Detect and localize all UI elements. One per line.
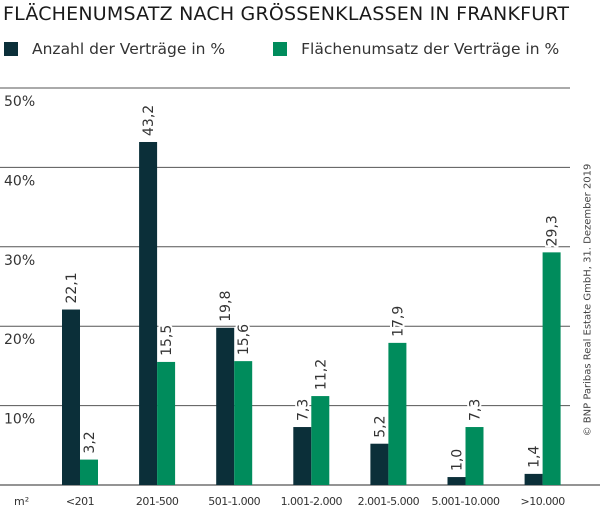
data-label: 1,0 <box>450 449 466 471</box>
x-tick-label: <201 <box>66 495 94 508</box>
y-tick-label: 40% <box>4 173 35 189</box>
data-label: 7,3 <box>295 399 311 421</box>
bar-flaechenumsatz <box>388 342 407 485</box>
x-tick-label: 501-1.000 <box>208 495 260 508</box>
legend-item-flaechenumsatz: Flächenumsatz der Verträge in % <box>273 40 559 58</box>
y-tick-label: 50% <box>4 94 35 110</box>
bar-flaechenumsatz <box>80 459 98 485</box>
legend: Anzahl der Verträge in % Flächenumsatz d… <box>4 40 559 58</box>
bar-flaechenumsatz <box>234 361 253 485</box>
bar-anzahl <box>139 141 158 485</box>
data-label: 15,6 <box>236 324 252 355</box>
legend-swatch-flaechenumsatz <box>273 42 288 56</box>
data-label: 7,3 <box>468 399 484 421</box>
bar-anzahl <box>524 473 543 485</box>
data-label: 22,1 <box>64 272 80 303</box>
data-label: 3,2 <box>82 431 98 453</box>
x-tick-label: 2.001-5.000 <box>358 495 420 508</box>
legend-item-anzahl: Anzahl der Verträge in % <box>4 40 225 58</box>
bar-anzahl <box>370 443 389 485</box>
legend-label-flaechenumsatz: Flächenumsatz der Verträge in % <box>301 40 560 58</box>
data-label: 1,4 <box>527 446 543 468</box>
y-tick-label: 20% <box>4 332 35 348</box>
data-label: 43,2 <box>141 105 157 136</box>
bar-flaechenumsatz <box>311 396 330 485</box>
data-label: 29,3 <box>545 215 561 246</box>
y-tick-label: 30% <box>4 253 35 269</box>
data-label: 19,8 <box>218 291 234 322</box>
x-axis-unit-label: m² <box>14 495 29 508</box>
bar-anzahl <box>293 427 312 485</box>
bar-flaechenumsatz <box>157 361 176 485</box>
data-label: 17,9 <box>390 306 406 337</box>
x-tick-label: 201-500 <box>136 495 179 508</box>
chart-title: FLÄCHENUMSATZ NACH GRÖSSENKLASSEN IN FRA… <box>3 3 570 25</box>
data-label: 11,2 <box>313 359 329 390</box>
x-tick-label: 1.001-2.000 <box>281 495 343 508</box>
y-tick-label: 10% <box>4 412 35 428</box>
bar-flaechenumsatz <box>465 427 484 485</box>
data-label: 5,2 <box>372 415 388 437</box>
x-tick-label: 5.001-10.000 <box>432 495 500 508</box>
data-label: 15,5 <box>159 325 175 356</box>
bar-flaechenumsatz <box>542 252 561 485</box>
bar-anzahl <box>216 327 235 485</box>
legend-swatch-anzahl <box>4 42 18 56</box>
bar-anzahl <box>62 309 80 485</box>
copyright-credit: © BNP Paribas Real Estate GmbH, 31. Deze… <box>582 163 594 437</box>
legend-label-anzahl: Anzahl der Verträge in % <box>32 40 226 58</box>
bar-anzahl <box>447 477 466 485</box>
x-tick-label: >10.000 <box>520 495 565 508</box>
